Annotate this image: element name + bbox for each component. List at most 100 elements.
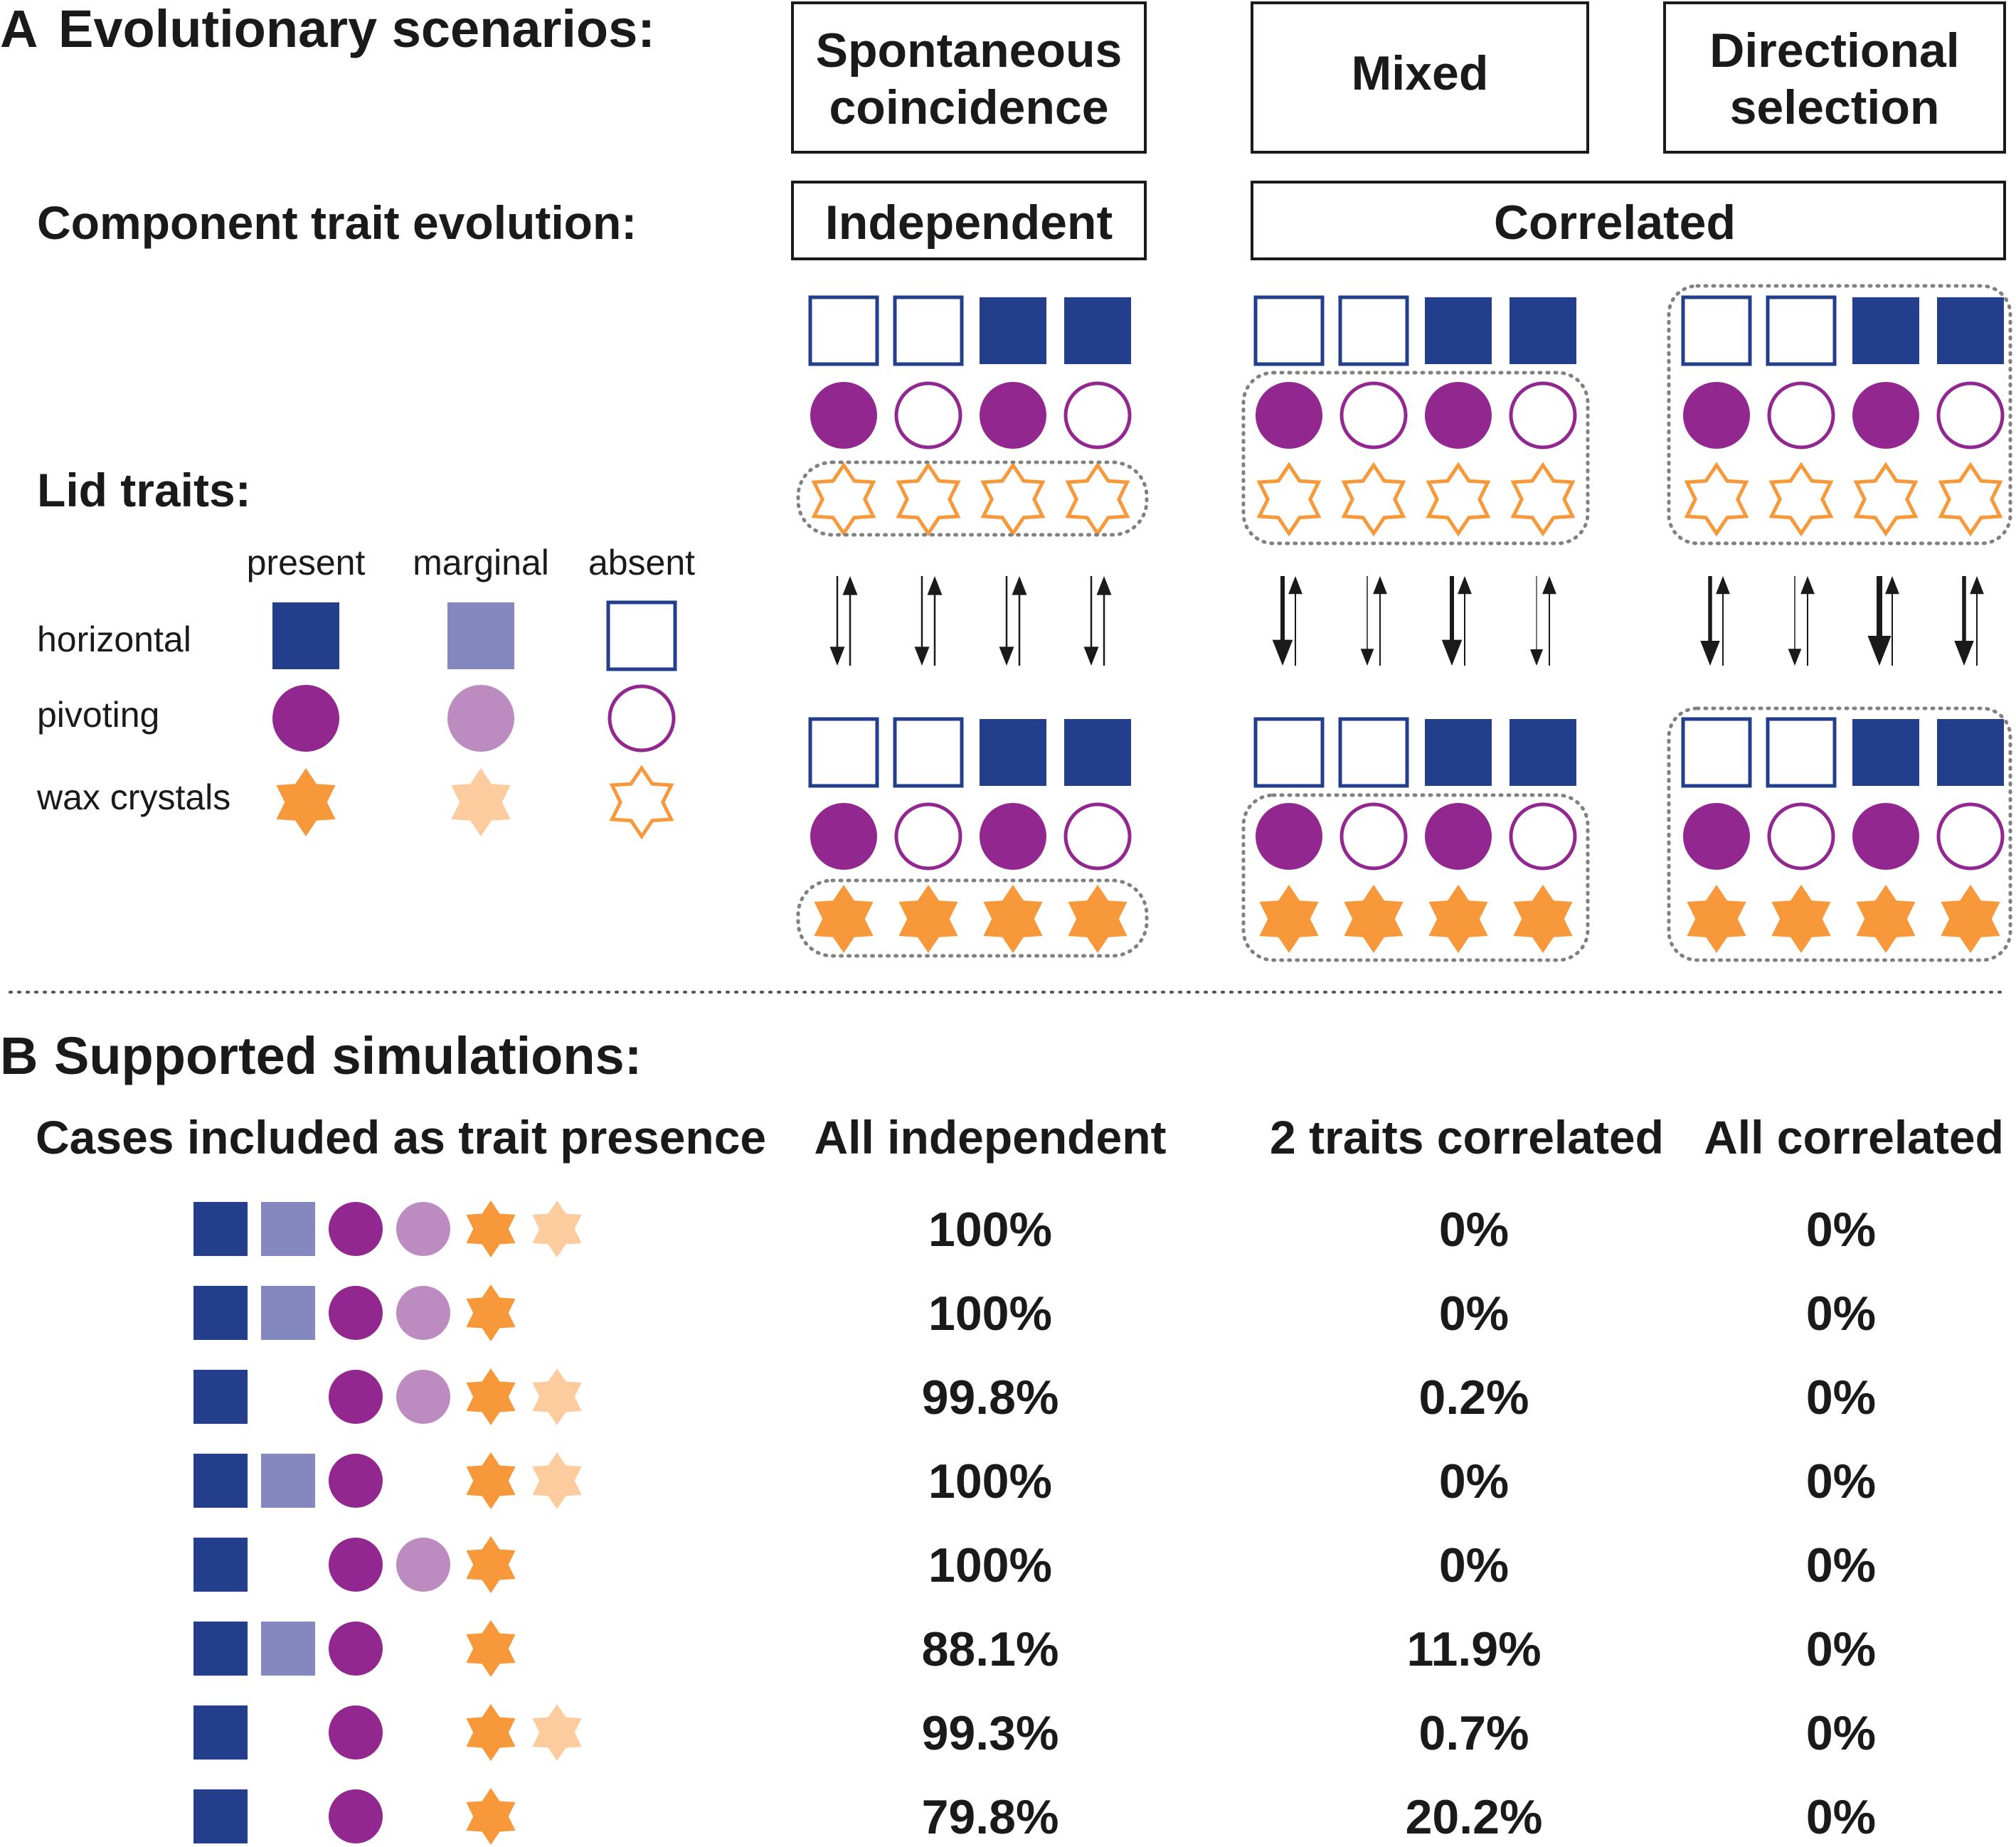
grid-top-circle [1339,381,1408,449]
grid-bottom-square [1681,717,1752,788]
row-square-marginal [261,1202,315,1256]
table-cell-value: 0% [1439,1454,1509,1508]
arrow-down [1272,576,1293,666]
table-cell-value: 0% [1806,1622,1876,1676]
grid-top-circle [1936,381,2005,449]
table-cell-value: 0% [1439,1287,1509,1341]
table-row: 99.8% 0.2% 0% [193,1368,1876,1425]
row-star-present [466,1368,516,1425]
arrow-down [829,576,845,666]
evolution-box-correlated [1251,181,2006,260]
scenario-box-spontaneous [791,1,1147,154]
arrow-up [1542,576,1556,666]
grid-top-circle [1683,382,1750,449]
grid-top-star [1768,462,1834,537]
legend-circle-present [272,685,339,752]
arrow-down [914,576,930,666]
scenario-spontaneous-line2: coincidence [829,80,1108,134]
row-square-present [193,1202,248,1256]
arrow-down [1867,576,1892,666]
grid-bottom-circle [894,802,962,871]
grid-bottom-star [1344,885,1404,953]
grid-top-circle [1063,381,1132,449]
legend-square-present [272,602,339,669]
row-circle-marginal [396,1370,450,1424]
row-circle-present [329,1454,383,1508]
legend: present marginal absent horizontal pivot… [36,543,695,840]
legend-col-absent: absent [588,543,695,582]
table-cell-value: 0% [1806,1203,1876,1257]
legend-circle-marginal [447,685,514,752]
grid-bottom-star [1771,885,1831,953]
grid-top-star [811,462,876,537]
row-circle-present [329,1286,383,1340]
arrow-up [927,576,943,666]
grid-bottom-circle [1509,802,1577,871]
grid-bottom-star [1259,885,1319,953]
grid-bottom-star [1941,885,2000,953]
grid-top-circle [1767,381,1835,449]
grid-bottom-square [1510,719,1576,786]
grid-bottom-star [983,885,1043,953]
grid-top-circle [894,381,962,449]
row-circle-present [329,1538,383,1592]
grid-bottom-square [1253,717,1325,788]
grid-top-square [1338,295,1409,366]
group-bottom-all [1667,706,2012,962]
grid-bottom-star [898,885,958,953]
grid-bottom-square [1766,717,1837,788]
row-circle-marginal [396,1538,450,1592]
arrow-up [1288,576,1303,666]
row-star-marginal [532,1704,582,1761]
row-star-present [466,1620,516,1677]
table-cell-value: 0% [1806,1706,1876,1760]
legend-star-absent [609,765,674,840]
evolution-box-independent [791,181,1147,260]
grid-top-square [808,295,879,366]
table-cell-value: 100% [928,1454,1052,1508]
grid-top-square [1681,295,1752,366]
grid-bottom-square [1852,719,1919,786]
grid-bottom-circle [1339,802,1408,871]
table-cell-value: 100% [928,1538,1052,1592]
header-all-independent: All independent [815,1111,1167,1164]
scenario-directional-line1: Directional [1709,23,1959,78]
scenario-box-directional [1663,1,2006,154]
lid-traits-label: Lid traits: [37,464,251,516]
row-square-marginal [261,1454,315,1508]
table-row: 100% 0% 0% [193,1284,1876,1341]
legend-star-present [276,768,336,836]
table-cell-value: 0% [1439,1203,1509,1257]
grid-top-circle [810,382,877,449]
grid-top-star [896,462,961,537]
arrow-up [1885,576,1899,666]
table-row: 100% 0% 0% [193,1452,1876,1509]
grid-top-square [1766,295,1837,366]
grid-bottom-square [1338,717,1409,788]
table-row: 88.1% 11.9% 0% [193,1620,1876,1677]
evolution-independent: Independent [825,196,1113,250]
grid-bottom-square [980,719,1046,786]
arrow-down [1788,576,1802,666]
grid-bottom-square [1937,719,2004,786]
row-square-present [193,1370,248,1424]
row-square-present [193,1705,248,1760]
scenario-directional-line2: selection [1730,80,1940,134]
table-row: 99.3% 0.7% 0% [193,1704,1876,1761]
grid-top-square [1510,297,1576,364]
grid-top-circle [1852,382,1919,449]
row-square-present [193,1286,248,1340]
grid-bottom-square [1064,719,1131,786]
row-square-present [193,1622,248,1676]
grid-bottom-circle [1767,802,1835,871]
table-cell-value: 0% [1439,1538,1509,1592]
table-cell-value: 88.1% [922,1622,1059,1676]
grid-bottom-circle [810,803,877,870]
grid-top-square [1425,297,1492,364]
grid-top-star [980,462,1046,537]
row-square-marginal [261,1286,315,1340]
grid-top-star [1341,462,1406,537]
arrow-up [1800,576,1815,666]
grid-bottom-star [1856,885,1916,953]
